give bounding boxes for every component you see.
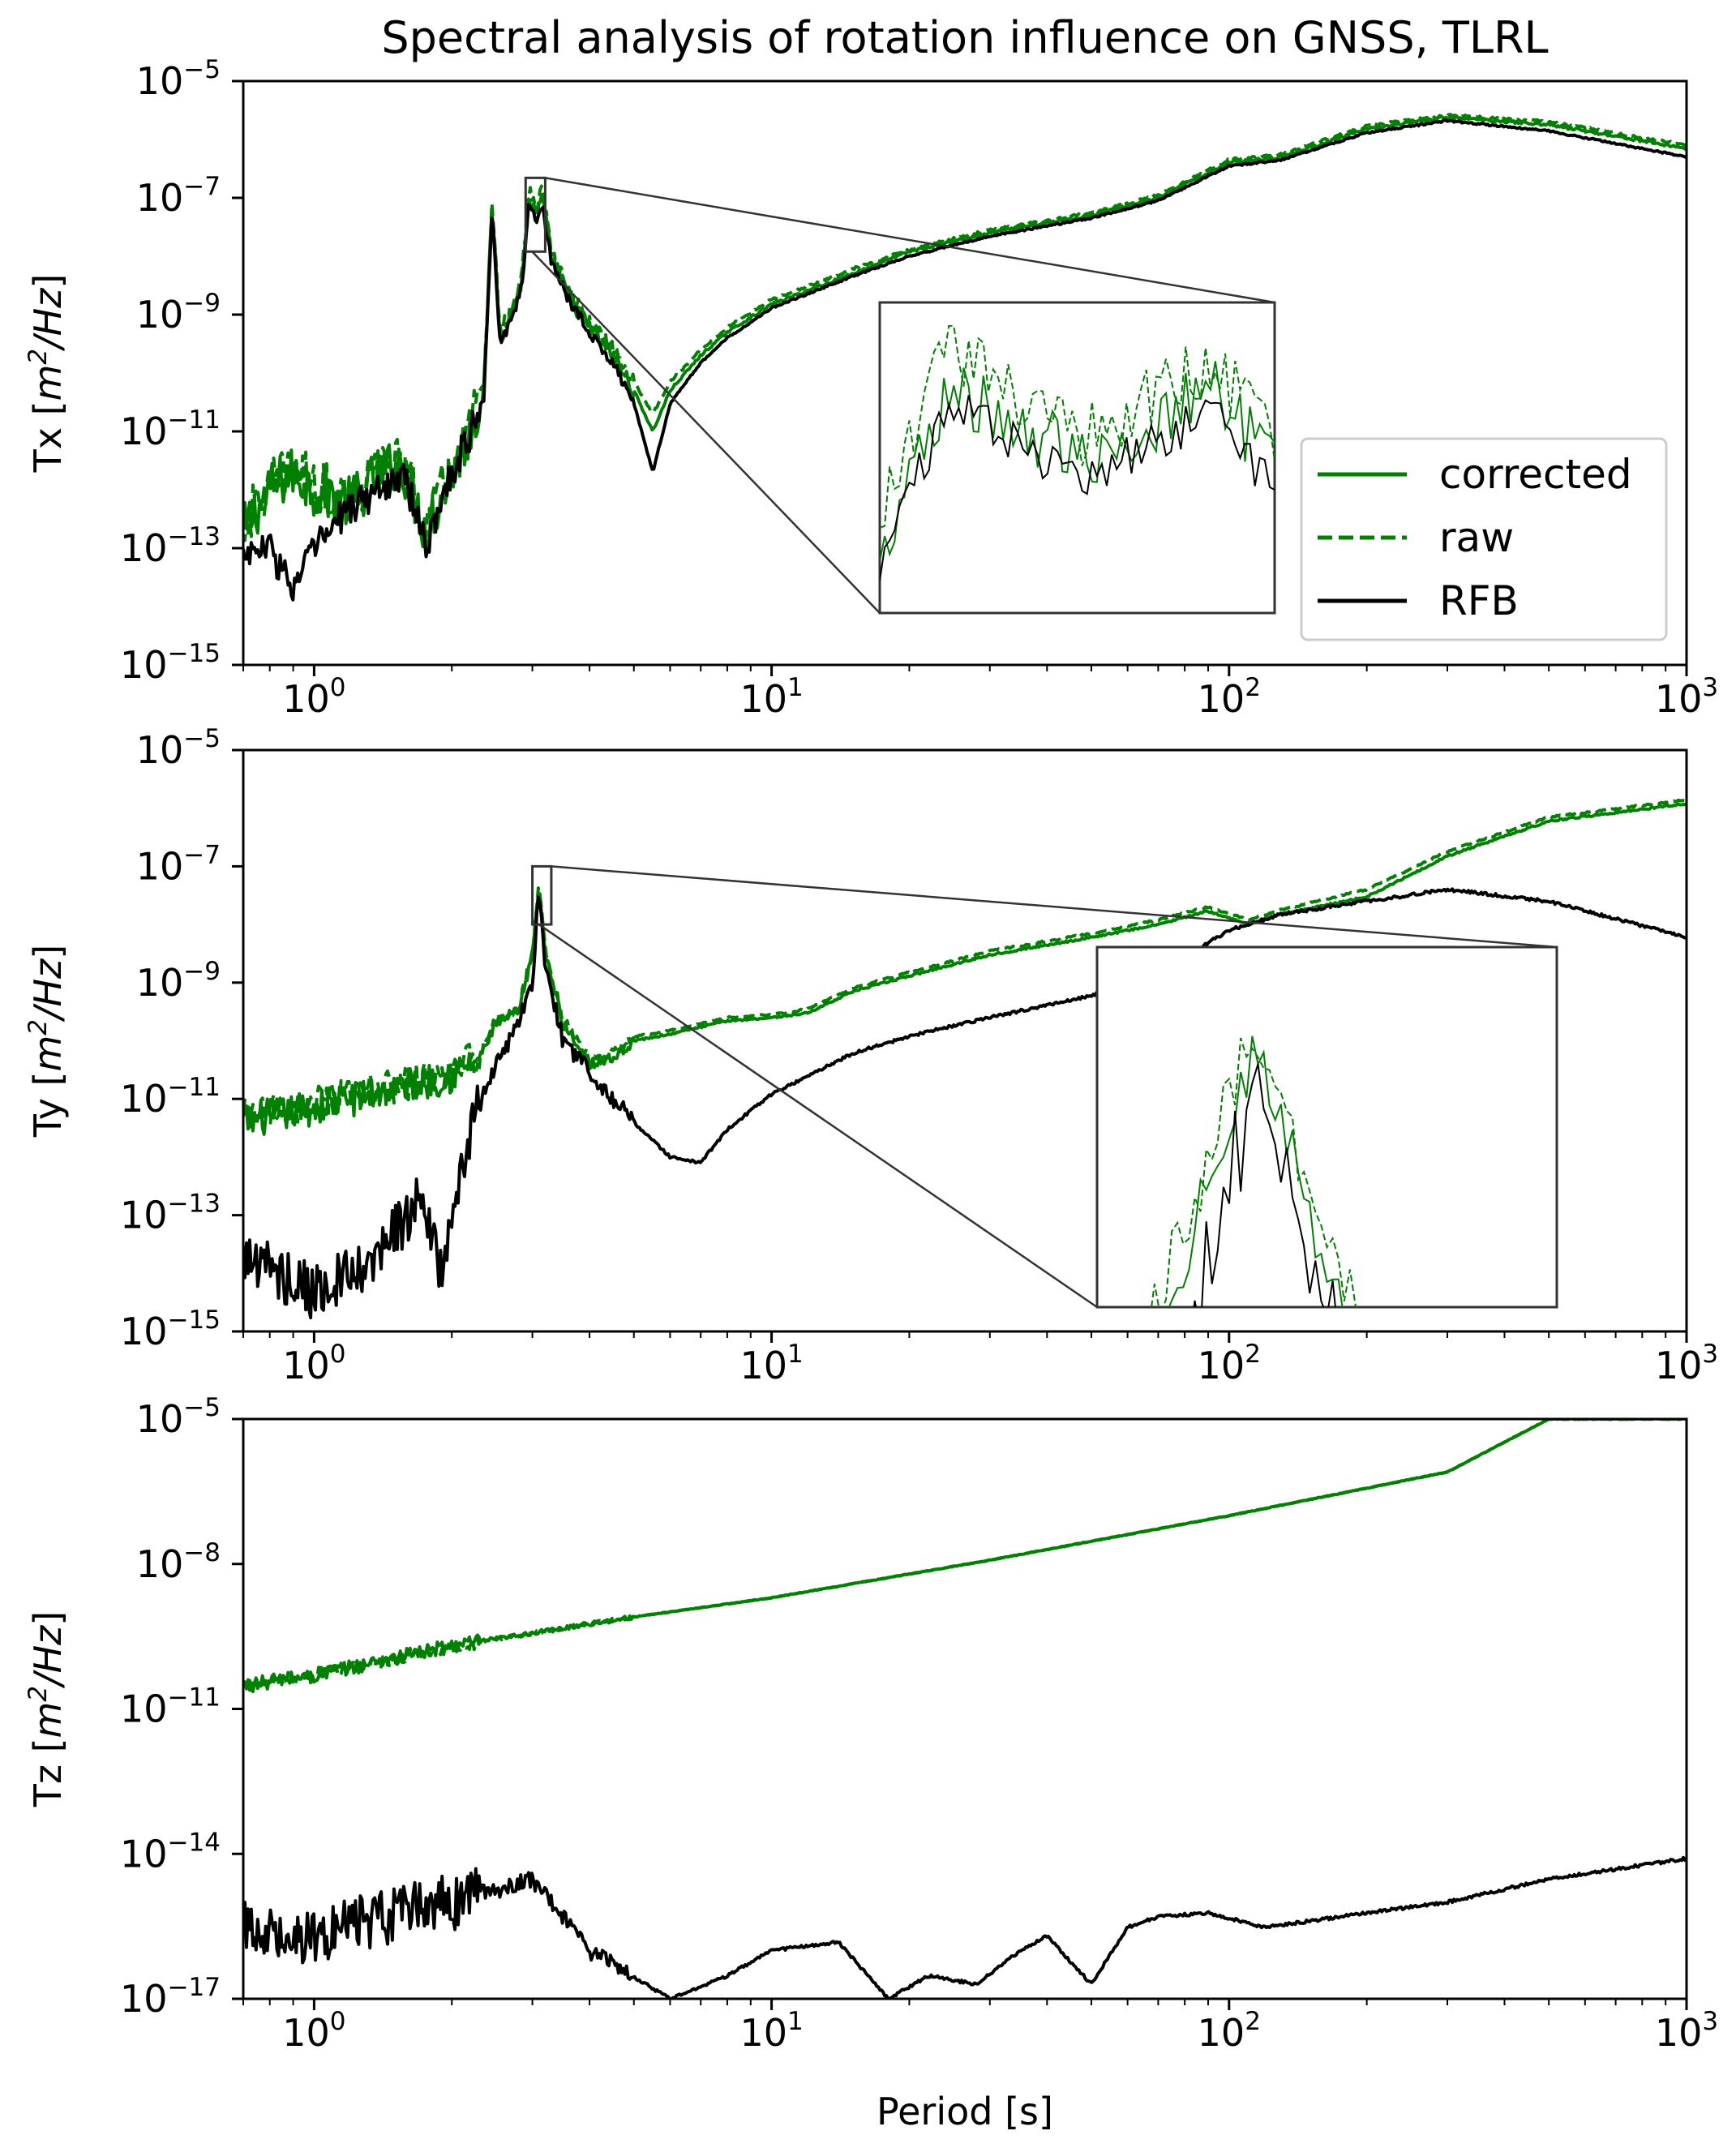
series-line-rfb [243,118,1687,602]
y-tick-label: 10−7 [136,840,221,888]
plot-area [243,797,1687,1319]
panel-tz: 100 101 102 103 10−17 10−14 10−11 10−8 10−5 Tz [m… [24,1393,1718,2055]
series-line-raw [243,1419,1687,1692]
x-tick-label: 100 [282,673,345,721]
y-tick-label: 10−13 [120,522,221,570]
x-tick-label: 101 [739,2007,803,2055]
x-tick-label: 102 [1198,2007,1261,2055]
axes-frame [242,79,1688,667]
zoom-region-box [531,864,553,926]
y-tick-label: 10−11 [120,405,221,453]
inset-plot-area [1151,1035,1357,1307]
y-tick-label: 10−13 [120,1190,221,1237]
series-line-rfb [243,887,1687,1319]
series-line-rfb [243,1855,1687,1999]
inset-axes [1095,945,1558,1309]
legend-frame [1300,437,1668,641]
x-tick-label: 102 [1198,1340,1261,1387]
y-tick-label: 10−15 [120,639,221,687]
y-tick-label: 10−5 [136,1393,221,1441]
panel-tx: 100 101 102 103 10−15 10−13 10−11 10−9 10−7 10−5 T… [24,55,1718,721]
x-tick-label: 100 [282,2007,345,2055]
zoom-connector [538,924,1098,1309]
x-tick-label: 101 [739,673,803,721]
plot-area [243,1419,1687,1999]
inset-series-line-raw [880,324,1275,529]
x-axis-label: Period [s] [877,2090,1053,2133]
series-line-raw [243,797,1687,1129]
y-tick-label: 10−14 [120,1828,221,1876]
y-tick-label: 10−5 [136,55,221,103]
inset-series-line-rfb [880,395,1275,581]
series-line-raw [243,113,1687,545]
x-tick-label: 101 [739,1340,803,1387]
zoom-connector [545,177,1275,304]
inset-series-line-raw [1151,1037,1357,1307]
y-axis-label: Tx [m2/Hz] [24,274,70,474]
y-axis-label: Ty [m2/Hz] [24,945,70,1138]
y-tick-label: 10−8 [136,1538,221,1586]
figure-title: Spectral analysis of rotation influence … [381,12,1548,63]
zoom-connector [551,865,1558,949]
zoom-connector [531,251,881,614]
inset-plot-area [880,324,1275,581]
y-tick-label: 10−5 [136,724,221,772]
y-tick-label: 10−15 [120,1306,221,1353]
y-tick-label: 10−9 [136,289,221,337]
inset-series-line-corrected [880,361,1275,562]
x-tick-label: 102 [1198,673,1261,721]
panel-ty: 100 101 102 103 10−15 10−13 10−11 10−9 10−7 10−5 T… [24,724,1718,1387]
axes-frame [242,748,1688,1333]
zoom-region-box [524,176,547,253]
y-tick-label: 10−11 [120,1683,221,1731]
legend-label-corrected: corrected [1439,451,1632,498]
y-tick-label: 10−17 [120,1973,221,2021]
legend: corrected raw RFB [1300,437,1668,641]
y-tick-label: 10−11 [120,1073,221,1121]
y-axis-label: Tz [m2/Hz] [24,1611,70,1808]
inset-series-line-corrected [1168,1035,1344,1307]
y-tick-label: 10−7 [136,172,221,220]
legend-label-rfb: RFB [1439,577,1519,624]
plot-area [243,113,1687,602]
legend-label-raw: raw [1439,514,1514,561]
x-tick-label: 103 [1655,673,1718,721]
x-tick-label: 103 [1655,2007,1718,2055]
x-tick-label: 100 [282,1340,345,1387]
x-tick-label: 103 [1655,1340,1718,1387]
y-tick-label: 10−9 [136,957,221,1005]
